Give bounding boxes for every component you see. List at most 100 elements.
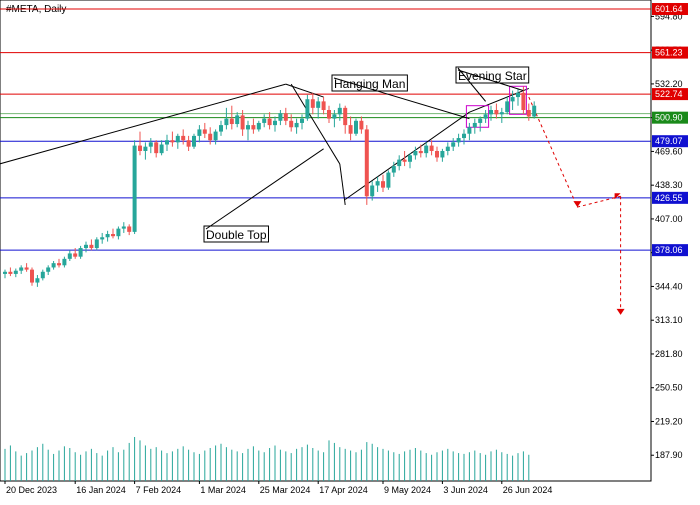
candle-body (413, 150, 418, 156)
price-level-label: 479.07 (655, 136, 683, 146)
candle-body (370, 185, 375, 197)
price-level-badge (652, 244, 688, 257)
candle-body (521, 92, 526, 111)
forecast-arrow-head (573, 201, 582, 208)
price-level-badge (652, 3, 688, 16)
x-tick-label: 7 Feb 2024 (136, 485, 182, 495)
price-level-badge (652, 88, 688, 101)
candle-body (213, 131, 218, 141)
annotation-leader (457, 69, 524, 92)
y-tick-label: 344.40 (655, 281, 683, 291)
candle-body (105, 234, 110, 238)
candle-body (89, 244, 94, 249)
candle-body (510, 97, 515, 102)
candle-body (78, 248, 83, 257)
candle-body (386, 172, 391, 188)
candle-body (262, 118, 267, 123)
candle-body (13, 270, 18, 274)
price-level-badge (652, 46, 688, 59)
y-tick-label: 219.20 (655, 416, 683, 426)
annotation-box (455, 66, 530, 84)
candle-body (46, 267, 51, 272)
price-level-badge (652, 135, 688, 148)
y-tick-label: 281.80 (655, 349, 683, 359)
y-tick-label: 187.90 (655, 450, 683, 460)
candle-body (402, 159, 407, 162)
forecast-arrow-head (614, 193, 621, 200)
candle-body (62, 258, 67, 266)
candle-body (391, 166, 396, 173)
candle-body (116, 228, 121, 237)
price-level-badge (652, 111, 688, 124)
candle-body (516, 92, 520, 98)
candle-body (343, 107, 348, 126)
candle-body (273, 120, 277, 126)
candle-body (202, 129, 207, 134)
candle-body (94, 239, 99, 249)
annotation-label: Evening Star (458, 69, 527, 83)
candle-body (224, 118, 229, 126)
candle-body (175, 135, 180, 143)
candle-body (429, 145, 434, 151)
candle-body (456, 138, 461, 143)
candle-body (256, 122, 261, 130)
candle-body (359, 120, 364, 130)
candle-body (289, 120, 294, 128)
candle-body (132, 145, 137, 232)
candle-body (159, 144, 164, 154)
trendline-upper (0, 83, 286, 165)
candle-body (111, 234, 115, 237)
candle-body (435, 150, 439, 158)
candle-body (294, 122, 299, 128)
candle-body (138, 145, 142, 151)
candle-body (67, 253, 72, 259)
candle-body (197, 129, 202, 136)
y-tick-label: 594.80 (655, 11, 683, 21)
x-tick-label: 9 May 2024 (384, 485, 431, 495)
candle-body (526, 110, 531, 117)
trendline-down (339, 163, 346, 205)
candle-body (240, 115, 245, 130)
x-tick-label: 25 Mar 2024 (260, 485, 311, 495)
price-level-label: 500.90 (655, 113, 683, 123)
candle-body (267, 118, 272, 126)
candle-body (30, 269, 34, 283)
price-level-label: 561.23 (655, 48, 683, 58)
candle-body (300, 118, 304, 123)
candle-body (327, 110, 331, 119)
candle-body (472, 122, 477, 128)
candle-body (397, 159, 402, 167)
x-tick-label: 20 Dec 2023 (6, 485, 57, 495)
candle-body (51, 263, 56, 268)
price-level-badge (652, 191, 688, 204)
hanging-man-box (465, 105, 490, 128)
candle-body (364, 129, 369, 197)
annotation-box (331, 74, 408, 92)
candle-body (310, 99, 315, 108)
y-tick-label: 532.20 (655, 79, 683, 89)
candle-body (478, 118, 483, 123)
price-level-label: 601.64 (655, 4, 683, 14)
candle-body (154, 142, 159, 154)
candle-body (408, 155, 412, 162)
candle-body (381, 181, 385, 188)
candle-body (165, 140, 169, 145)
candle-body (332, 114, 337, 119)
price-level-label: 426.55 (655, 193, 683, 203)
candle-body (40, 271, 45, 279)
candle-body (354, 120, 358, 134)
candle-body (499, 112, 504, 115)
y-tick-label: 250.50 (655, 383, 683, 393)
candle-body (100, 237, 105, 240)
candle-body (235, 115, 240, 125)
candle-body (337, 107, 342, 115)
candle-body (321, 101, 326, 111)
price-level-label: 522.74 (655, 89, 683, 99)
evening-star-box (509, 85, 527, 115)
y-tick-label: 407.00 (655, 214, 683, 224)
candle-body (246, 125, 250, 130)
y-tick-label: 313.10 (655, 315, 683, 325)
candle-body (121, 226, 126, 229)
